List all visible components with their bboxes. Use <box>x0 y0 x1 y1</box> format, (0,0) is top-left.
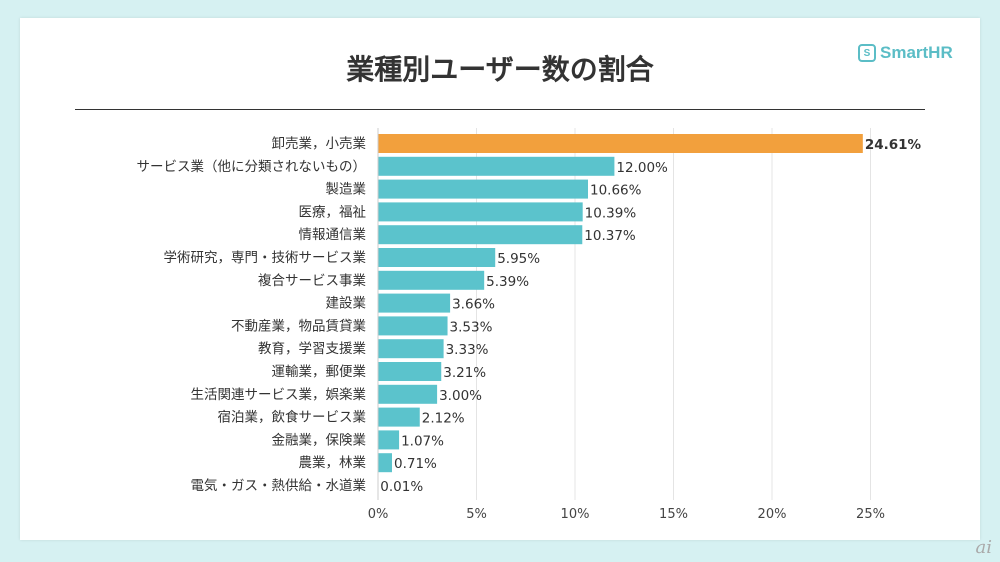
category-label: 教育，学習支援業 <box>258 341 366 357</box>
value-label: 5.95% <box>497 251 540 267</box>
x-tick-label: 15% <box>659 507 688 522</box>
smarthr-logo: S SmartHR <box>858 43 953 63</box>
value-label: 3.33% <box>446 342 489 358</box>
value-label: 1.07% <box>401 433 444 449</box>
value-label: 2.12% <box>422 411 465 427</box>
logo-icon: S <box>858 44 876 62</box>
bar <box>378 134 863 153</box>
brand-name: SmartHR <box>880 43 953 62</box>
category-label: 製造業 <box>326 182 367 198</box>
bar <box>378 407 420 427</box>
category-label: 情報通信業 <box>299 227 367 243</box>
bar <box>378 453 392 473</box>
bar <box>378 430 400 450</box>
category-label: 電気・ガス・熱供給・水道業 <box>191 478 367 494</box>
value-label: 10.66% <box>590 183 642 199</box>
category-label: 運輸業，郵便業 <box>272 364 367 380</box>
category-label: 医療，福祉 <box>299 203 367 220</box>
bar <box>378 384 438 404</box>
x-tick-label: 20% <box>758 507 787 522</box>
value-label: 3.53% <box>450 319 493 335</box>
bar <box>378 248 496 267</box>
bar <box>378 156 615 176</box>
bar <box>378 362 442 381</box>
bar <box>378 202 583 222</box>
category-label: 金融業，保険業 <box>272 432 367 448</box>
watermark: ai <box>975 537 993 558</box>
category-label: サービス業（他に分類されないもの） <box>137 159 367 175</box>
value-label: 0.01% <box>380 479 423 495</box>
value-label: 12.00% <box>616 160 668 176</box>
value-label: 10.37% <box>584 228 636 244</box>
bar <box>378 293 451 313</box>
chart-card <box>20 18 980 540</box>
bar <box>378 225 583 245</box>
x-tick-label: 10% <box>561 507 590 522</box>
category-label: 学術研究，専門・技術サービス業 <box>164 250 367 266</box>
x-tick-label: 5% <box>466 507 487 522</box>
bar <box>378 316 448 336</box>
category-label: 農業，林業 <box>299 455 367 471</box>
category-label: 卸売業，小売業 <box>272 136 367 152</box>
value-label: 3.21% <box>443 365 486 381</box>
chart-title: 業種別ユーザー数の割合 <box>346 53 654 86</box>
bar <box>378 270 485 290</box>
value-label: 24.61% <box>865 137 922 153</box>
category-label: 生活関連サービス業，娯楽業 <box>191 387 367 403</box>
bar <box>378 339 444 359</box>
category-label: 複合サービス事業 <box>258 272 366 289</box>
bar <box>378 179 589 199</box>
category-label: 不動産業，物品賃貸業 <box>231 318 366 334</box>
title-divider <box>75 109 925 110</box>
value-label: 3.66% <box>452 297 495 313</box>
category-label: 建設業 <box>326 296 367 312</box>
x-tick-label: 0% <box>368 507 389 522</box>
value-label: 10.39% <box>585 205 637 221</box>
value-label: 3.00% <box>439 388 482 404</box>
x-tick-label: 25% <box>856 507 885 522</box>
value-label: 5.39% <box>486 274 529 290</box>
value-label: 0.71% <box>394 456 437 472</box>
category-label: 宿泊業，飲食サービス業 <box>218 409 367 426</box>
